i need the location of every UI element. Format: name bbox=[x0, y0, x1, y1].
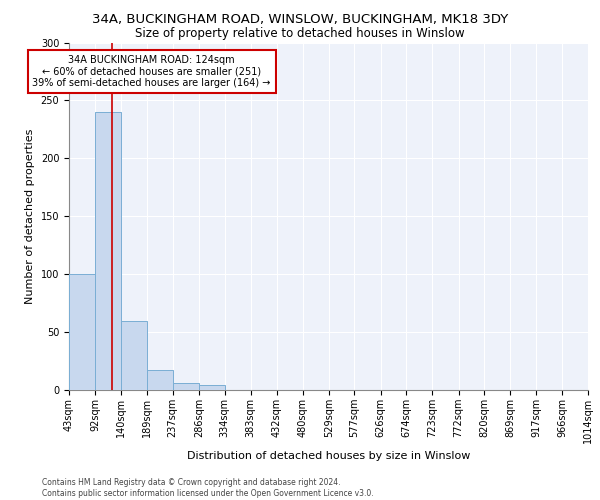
Bar bbox=[147, 370, 173, 390]
X-axis label: Distribution of detached houses by size in Winslow: Distribution of detached houses by size … bbox=[187, 451, 470, 461]
Bar bbox=[95, 112, 121, 390]
Y-axis label: Number of detached properties: Number of detached properties bbox=[25, 128, 35, 304]
Text: Size of property relative to detached houses in Winslow: Size of property relative to detached ho… bbox=[135, 28, 465, 40]
Text: Contains HM Land Registry data © Crown copyright and database right 2024.
Contai: Contains HM Land Registry data © Crown c… bbox=[42, 478, 374, 498]
Text: 34A BUCKINGHAM ROAD: 124sqm
← 60% of detached houses are smaller (251)
39% of se: 34A BUCKINGHAM ROAD: 124sqm ← 60% of det… bbox=[32, 55, 271, 88]
Bar bbox=[199, 386, 224, 390]
Bar bbox=[69, 274, 95, 390]
Bar bbox=[173, 383, 199, 390]
Text: 34A, BUCKINGHAM ROAD, WINSLOW, BUCKINGHAM, MK18 3DY: 34A, BUCKINGHAM ROAD, WINSLOW, BUCKINGHA… bbox=[92, 12, 508, 26]
Bar bbox=[121, 320, 147, 390]
